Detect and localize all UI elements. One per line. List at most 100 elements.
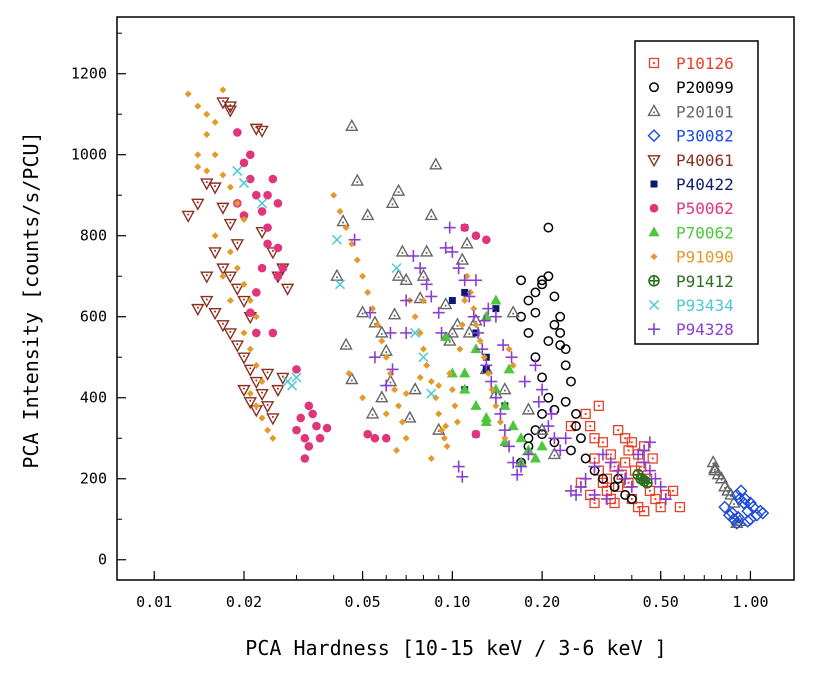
data-point — [498, 382, 512, 395]
data-point — [402, 390, 410, 398]
data-point — [194, 163, 202, 171]
series-P50062 — [233, 128, 491, 463]
data-point — [472, 326, 485, 339]
data-point — [395, 402, 403, 410]
data-point — [659, 492, 672, 505]
data-point — [507, 420, 519, 431]
data-point — [315, 433, 325, 443]
data-point — [381, 433, 391, 443]
data-point — [647, 453, 658, 464]
data-point — [626, 494, 637, 504]
data-point — [470, 399, 482, 410]
data-point — [246, 345, 254, 353]
legend-label: P93434 — [676, 296, 734, 315]
series-P91412 — [632, 468, 653, 489]
legend-label: P40422 — [676, 175, 734, 194]
data-point — [399, 272, 413, 285]
data-point — [463, 290, 476, 303]
legend-marker — [649, 203, 659, 213]
data-point — [708, 461, 722, 474]
x-tick-label: 0.50 — [643, 593, 679, 611]
x-tick-label: 0.10 — [434, 593, 470, 611]
data-point — [304, 401, 314, 411]
data-point — [260, 368, 275, 381]
data-point — [266, 413, 280, 426]
data-point — [345, 118, 359, 132]
data-point — [292, 365, 301, 374]
data-point — [461, 288, 469, 296]
data-point — [638, 456, 651, 469]
data-point — [363, 429, 372, 439]
data-point — [425, 290, 438, 303]
data-point — [393, 446, 401, 454]
legend-label: P70062 — [676, 223, 734, 242]
data-point — [714, 471, 729, 484]
data-point — [439, 297, 453, 310]
data-point — [654, 480, 667, 493]
data-point — [718, 500, 732, 514]
data-point — [223, 271, 238, 284]
data-point — [537, 408, 548, 419]
data-point — [439, 241, 452, 254]
data-point — [263, 239, 272, 249]
data-point — [530, 307, 541, 318]
legend-item-P91412: P91412 — [648, 272, 734, 291]
data-point — [489, 310, 502, 323]
data-point — [448, 297, 456, 305]
data-point — [194, 151, 202, 159]
series-P40061 — [181, 97, 295, 426]
data-point — [600, 492, 613, 505]
data-point — [391, 183, 406, 196]
legend-label: P20099 — [676, 78, 734, 97]
data-point — [208, 307, 222, 321]
data-point — [543, 271, 554, 282]
y-tick-label: 1200 — [71, 65, 107, 83]
data-point — [503, 363, 515, 374]
data-point — [612, 464, 625, 477]
data-point — [353, 256, 361, 264]
data-point — [509, 361, 517, 369]
data-point — [453, 418, 461, 426]
data-point — [226, 297, 234, 305]
data-point — [240, 329, 248, 337]
data-point — [446, 245, 459, 258]
data-point — [543, 392, 554, 403]
data-point — [411, 313, 419, 321]
data-point — [395, 244, 410, 257]
data-point — [368, 351, 381, 364]
data-point — [571, 421, 581, 432]
data-point — [252, 288, 261, 297]
data-point — [756, 506, 770, 520]
data-point — [260, 401, 275, 414]
data-point — [549, 291, 560, 302]
data-point — [233, 128, 242, 137]
data-point — [419, 244, 434, 257]
data-point — [496, 418, 504, 426]
data-point — [230, 340, 245, 353]
data-point — [335, 279, 346, 290]
data-point — [537, 372, 548, 383]
data-point — [400, 294, 413, 307]
data-point — [455, 252, 469, 265]
data-point — [547, 446, 562, 460]
data-point — [535, 422, 549, 435]
data-point — [543, 336, 554, 346]
data-point — [391, 386, 399, 394]
data-point — [239, 211, 249, 220]
data-point — [451, 402, 459, 410]
y-tick-label: 200 — [80, 470, 107, 488]
data-point — [522, 448, 535, 461]
data-point — [492, 402, 500, 410]
data-point — [554, 444, 567, 457]
data-point — [268, 328, 278, 338]
data-point — [446, 369, 454, 377]
data-point — [638, 444, 651, 457]
data-point — [300, 433, 310, 443]
data-point — [245, 150, 255, 160]
series-P30082 — [718, 484, 770, 530]
y-tick-label: 400 — [80, 389, 107, 407]
legend-item-P70062: P70062 — [648, 223, 734, 242]
legend-label: P50062 — [676, 199, 734, 218]
data-point — [523, 295, 534, 306]
data-point — [360, 208, 375, 221]
